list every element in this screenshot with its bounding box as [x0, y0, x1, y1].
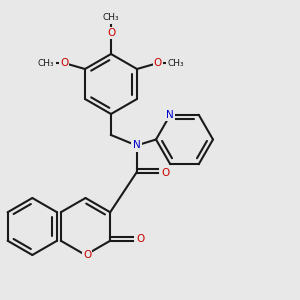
Text: N: N — [167, 110, 174, 120]
Text: CH₃: CH₃ — [168, 58, 184, 68]
Text: O: O — [154, 58, 162, 68]
Text: CH₃: CH₃ — [38, 58, 54, 68]
Text: O: O — [60, 58, 68, 68]
Text: O: O — [107, 28, 115, 38]
Text: O: O — [83, 250, 91, 260]
Text: N: N — [133, 140, 140, 151]
Text: O: O — [161, 167, 169, 178]
Text: O: O — [136, 234, 144, 244]
Text: CH₃: CH₃ — [103, 14, 119, 22]
